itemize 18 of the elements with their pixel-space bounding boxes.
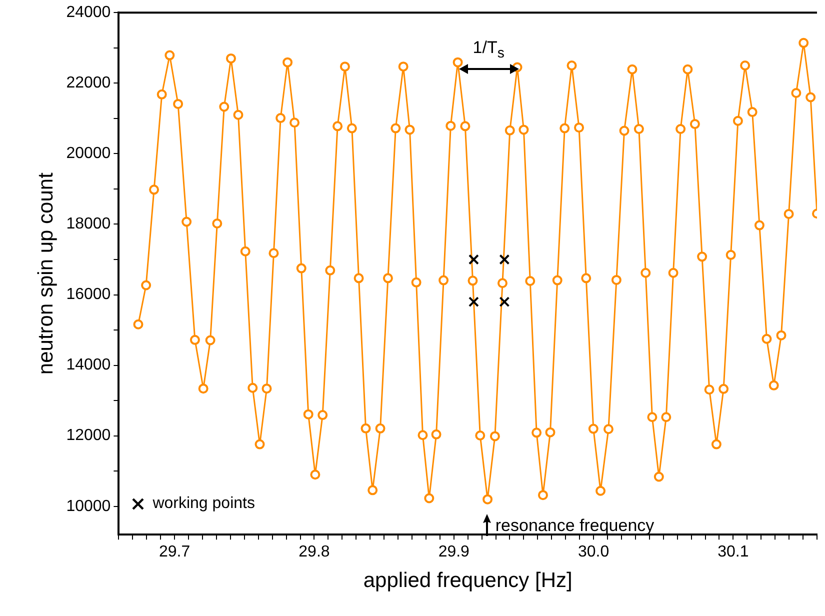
- y-tick-label: 22000: [66, 74, 111, 92]
- annotation: 1/T$_{s}$: [472, 38, 504, 61]
- x-axis-title: applied frequency [Hz]: [363, 569, 572, 592]
- y-tick-label: 12000: [66, 427, 111, 444]
- annotation: resonance frequency: [495, 516, 654, 536]
- y-axis-title: neutron spin up count: [34, 172, 58, 375]
- x-tick-label: 29.7: [158, 544, 190, 561]
- y-tick-label: 24000: [66, 4, 111, 22]
- x-tick-label: 29.9: [438, 544, 470, 561]
- y-tick-label: 16000: [66, 286, 111, 304]
- x-tick-label: 30.0: [578, 544, 610, 561]
- y-tick-label: 18000: [66, 216, 111, 233]
- legend-label: working points: [152, 494, 255, 513]
- y-tick-label: 20000: [66, 145, 111, 162]
- y-tick-label: 14000: [66, 356, 111, 374]
- x-tick-label: 30.1: [718, 544, 749, 561]
- x-tick-label: 29.8: [298, 544, 330, 561]
- y-tick-label: 10000: [66, 498, 111, 515]
